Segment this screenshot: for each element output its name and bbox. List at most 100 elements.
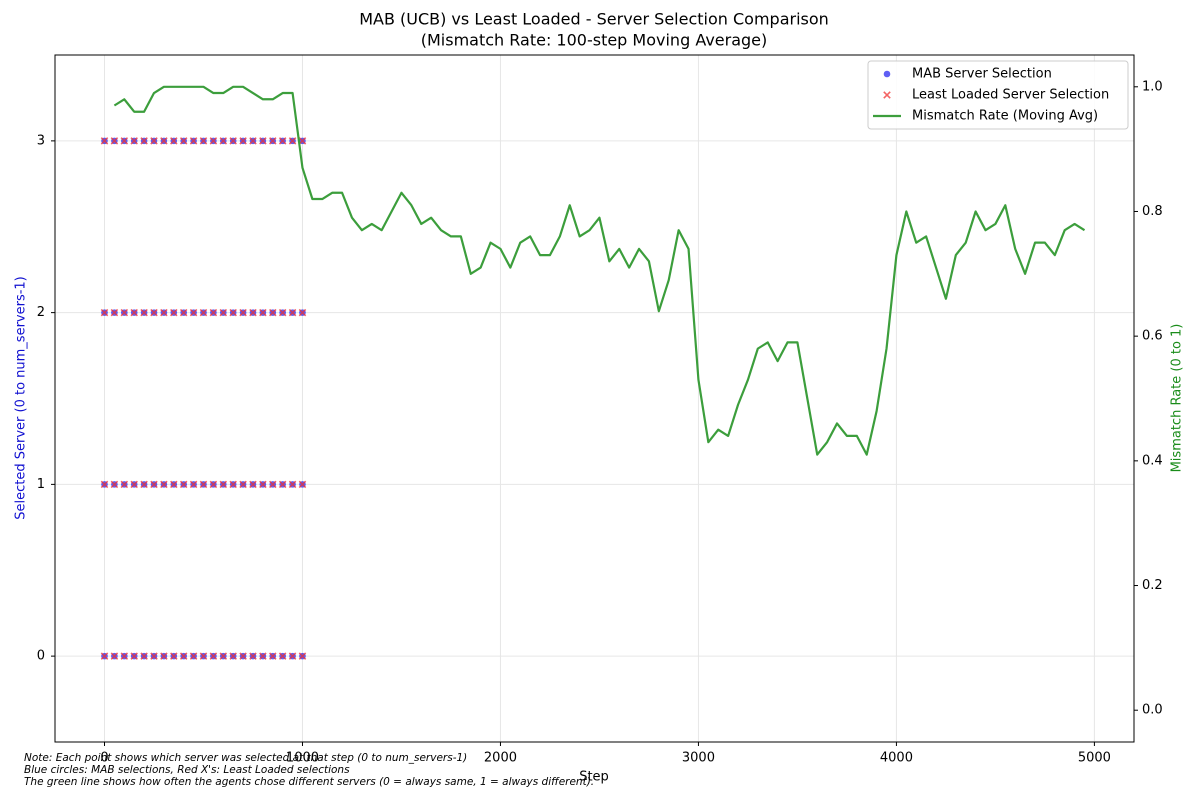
x-marker xyxy=(239,480,247,489)
x-marker xyxy=(239,652,247,660)
x-marker xyxy=(209,137,218,145)
x-marker xyxy=(189,308,198,317)
x-marker xyxy=(259,137,267,145)
x-marker xyxy=(189,137,198,145)
x-tick-label: 2000 xyxy=(484,751,517,766)
x-marker xyxy=(179,137,188,145)
x-tick-label: 0 xyxy=(100,751,108,766)
x-marker xyxy=(249,308,257,317)
y-tick-label: 1 xyxy=(37,477,45,492)
x-marker xyxy=(150,480,158,489)
x-marker xyxy=(130,137,138,145)
x-marker xyxy=(269,308,277,317)
x-marker xyxy=(179,480,188,489)
x-marker xyxy=(259,652,267,660)
x-marker xyxy=(278,652,287,660)
x-marker xyxy=(219,308,228,317)
x-marker xyxy=(110,652,119,660)
legend-label: Mismatch Rate (Moving Avg) xyxy=(912,109,1098,124)
x-marker xyxy=(229,137,237,145)
x-marker xyxy=(229,480,237,489)
x-marker xyxy=(170,137,178,145)
x-marker xyxy=(298,308,307,317)
x-marker xyxy=(209,480,218,489)
x-tick-label: 3000 xyxy=(682,751,715,766)
y2-tick-label: 1.0 xyxy=(1142,79,1163,94)
x-marker xyxy=(249,137,257,145)
x-marker xyxy=(100,652,109,660)
y2-tick-label: 0.4 xyxy=(1142,453,1163,468)
x-marker xyxy=(170,480,178,489)
x-marker xyxy=(278,137,287,145)
y2-tick-label: 0.2 xyxy=(1142,578,1163,593)
line xyxy=(113,85,1086,456)
x-marker xyxy=(269,652,277,660)
x-marker xyxy=(150,137,158,145)
y2-axis-label: Mismatch Rate (0 to 1) xyxy=(1170,324,1185,473)
x-marker xyxy=(298,137,307,145)
x-marker xyxy=(110,308,119,317)
x-marker xyxy=(199,480,208,489)
legend-box xyxy=(867,60,1129,130)
x-marker xyxy=(170,652,178,660)
x-marker xyxy=(120,480,129,489)
x-marker xyxy=(110,480,119,489)
x-marker xyxy=(140,480,148,489)
x-marker xyxy=(209,308,218,317)
chart-title: MAB (UCB) vs Least Loaded - Server Selec… xyxy=(359,10,829,29)
y-axis-label: Selected Server (0 to num_servers-1) xyxy=(14,276,29,520)
x-marker xyxy=(150,308,158,317)
x-marker xyxy=(160,480,168,489)
x-marker xyxy=(249,480,257,489)
x-marker xyxy=(120,308,129,317)
x-marker xyxy=(140,137,148,145)
x-marker xyxy=(189,480,198,489)
x-marker xyxy=(249,652,257,660)
chart-subtitle: (Mismatch Rate: 100-step Moving Average) xyxy=(421,31,768,50)
x-marker xyxy=(883,91,891,99)
x-marker xyxy=(259,308,267,317)
x-axis-label: Step xyxy=(579,770,609,785)
y2-tick-label: 0.0 xyxy=(1142,703,1163,718)
x-tick-label: 5000 xyxy=(1078,751,1111,766)
x-marker xyxy=(130,308,138,317)
x-marker xyxy=(298,480,307,489)
legend-label: MAB Server Selection xyxy=(912,67,1052,82)
x-marker xyxy=(288,480,297,489)
x-marker xyxy=(209,652,218,660)
x-marker xyxy=(219,137,228,145)
y-tick-label: 2 xyxy=(37,305,45,320)
x-marker xyxy=(239,137,247,145)
x-marker xyxy=(219,652,228,660)
x-marker xyxy=(150,652,158,660)
x-marker xyxy=(288,652,297,660)
plot-frame xyxy=(54,54,1135,743)
x-marker xyxy=(100,137,109,145)
x-marker xyxy=(140,308,148,317)
x-marker xyxy=(179,308,188,317)
x-marker xyxy=(100,480,109,489)
x-marker xyxy=(199,308,208,317)
x-marker xyxy=(160,137,168,145)
y-tick-label: 3 xyxy=(37,133,45,148)
x-marker xyxy=(130,652,138,660)
x-marker xyxy=(269,137,277,145)
footnote: Blue circles: MAB selections, Red X's: L… xyxy=(24,764,350,776)
x-marker xyxy=(259,480,267,489)
x-marker xyxy=(130,480,138,489)
x-tick-label: 4000 xyxy=(880,751,913,766)
x-marker xyxy=(288,308,297,317)
x-marker xyxy=(199,137,208,145)
x-marker xyxy=(199,652,208,660)
legend-label: Least Loaded Server Selection xyxy=(912,88,1109,103)
footnote: The green line shows how often the agent… xyxy=(24,776,594,788)
x-marker xyxy=(229,308,237,317)
x-marker xyxy=(189,652,198,660)
x-marker xyxy=(140,652,148,660)
x-marker xyxy=(288,137,297,145)
legend: MAB Server Selection Least Loaded Server … xyxy=(867,60,1129,130)
y2-tick-label: 0.6 xyxy=(1142,329,1163,344)
x-marker xyxy=(110,137,119,145)
